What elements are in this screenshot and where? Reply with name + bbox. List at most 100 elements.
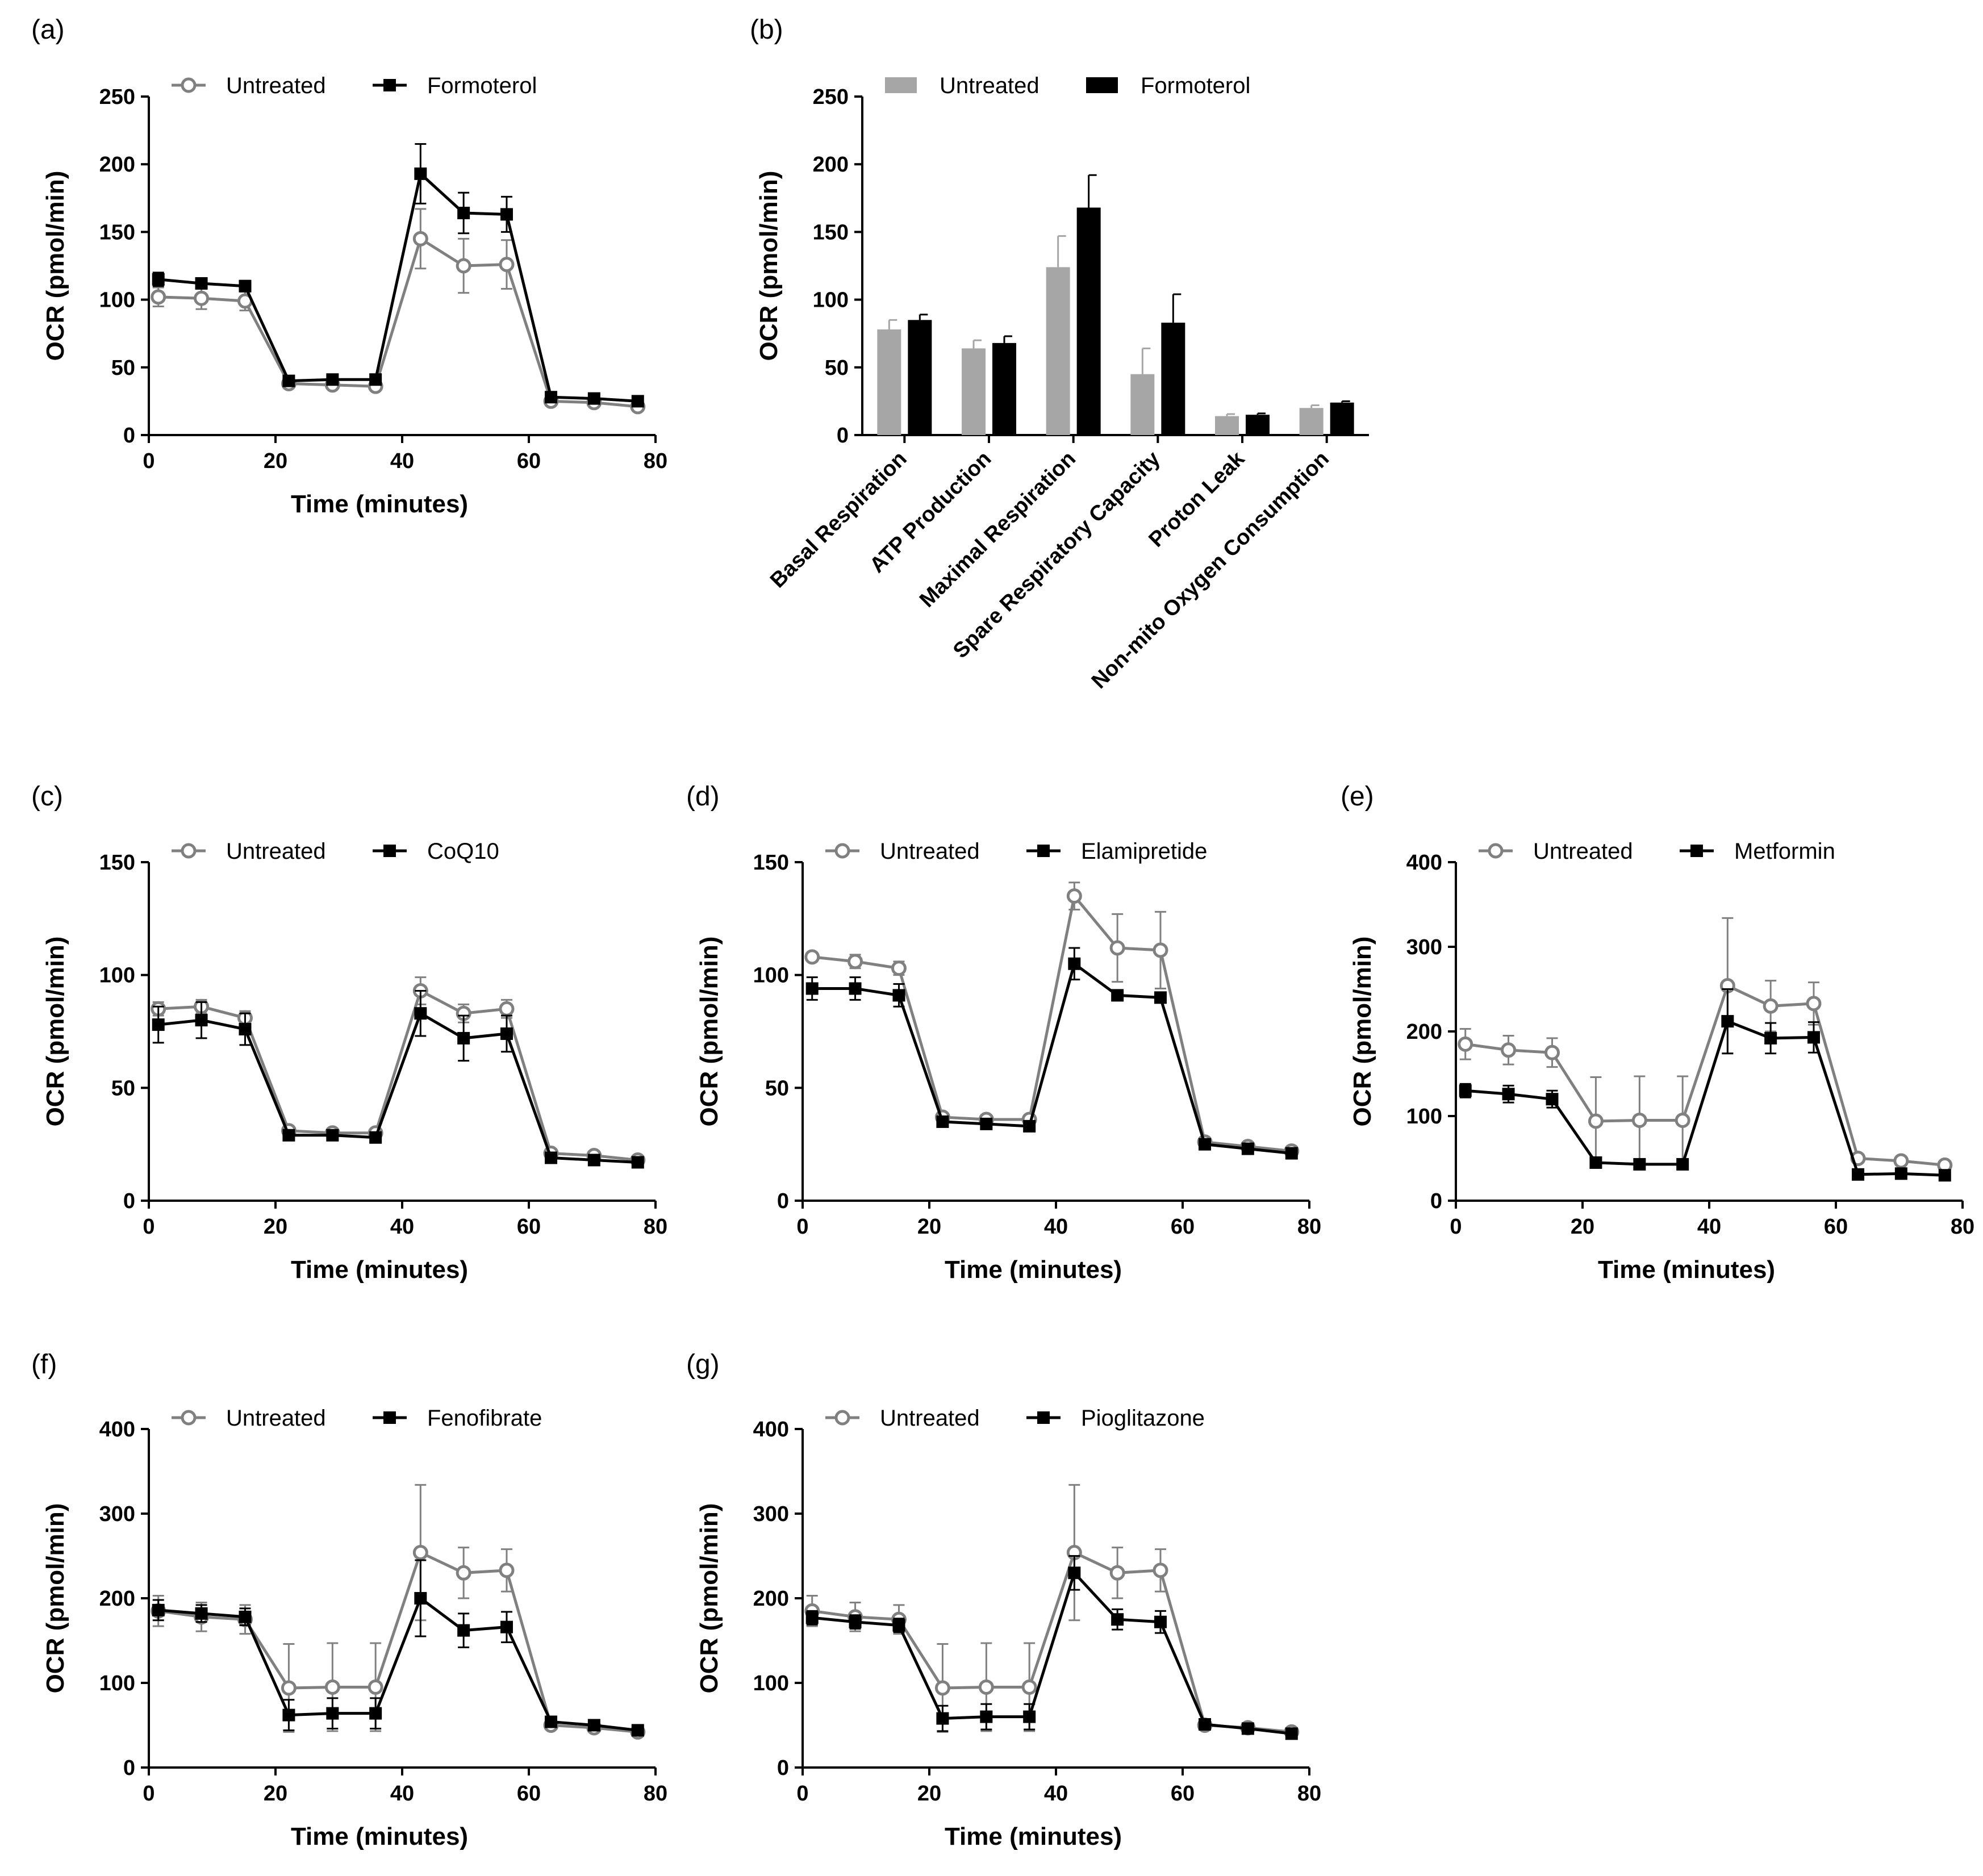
legend-label: Untreated [880, 1406, 980, 1431]
x-axis-title: Time (minutes) [1598, 1256, 1775, 1284]
legend-label: Untreated [940, 73, 1039, 98]
y-axis-title: OCR (pmol/min) [41, 1503, 69, 1694]
panel-f: (f) 0 100 200 300 400 0 20 40 60 80 Time (minutes) O… [31, 1349, 667, 1850]
data-point [239, 1610, 252, 1623]
series-treated [805, 1555, 1298, 1740]
data-point [980, 1117, 993, 1130]
bar-untreated [962, 348, 986, 435]
x-tick-label: 20 [917, 1215, 941, 1239]
x-axis-title: Time (minutes) [291, 1256, 468, 1284]
data-point [1037, 845, 1050, 857]
x-axis-title: Time (minutes) [291, 490, 468, 518]
x-tick-label: 40 [1697, 1215, 1721, 1239]
x-tick-label: 20 [264, 1782, 287, 1806]
data-point [1153, 1562, 1168, 1578]
data-point [1037, 1411, 1050, 1424]
x-tick-label: 80 [644, 449, 667, 473]
data-point [152, 1603, 165, 1616]
series-line [812, 1570, 1292, 1735]
y-tick-label: 400 [99, 1418, 135, 1442]
x-axis-title: Time (minutes) [945, 1823, 1122, 1850]
panel-c: (c) 0 50 100 150 0 20 40 60 80 Time (minutes) OCR (… [31, 782, 667, 1284]
x-tick-label: 20 [917, 1782, 941, 1806]
data-point [1458, 1036, 1473, 1052]
y-tick-label: 300 [1406, 935, 1442, 959]
data-point [194, 290, 210, 306]
panel-e: (e) 0 100 200 300 400 0 20 40 60 80 Time (minutes) O… [1341, 782, 1974, 1284]
x-tick-label: 40 [1044, 1215, 1068, 1239]
data-point [282, 374, 295, 387]
data-point [1631, 1112, 1647, 1128]
bar-treated [908, 320, 932, 435]
data-point [936, 1712, 949, 1725]
data-point [892, 1619, 905, 1632]
bar-treated [992, 342, 1016, 435]
data-point [457, 1624, 470, 1637]
series-treated [1459, 988, 1951, 1182]
data-point [834, 843, 850, 859]
y-tick-label: 150 [99, 851, 135, 875]
series-treated [152, 989, 644, 1169]
x-tick-label: 80 [1951, 1215, 1974, 1239]
data-point [1285, 1147, 1298, 1160]
y-tick-label: 300 [99, 1502, 135, 1526]
data-point [152, 273, 165, 286]
data-point [1894, 1167, 1907, 1180]
x-tick-label: 80 [1297, 1782, 1321, 1806]
data-point [326, 1129, 339, 1142]
data-point [1111, 1613, 1124, 1626]
data-point [151, 289, 166, 305]
data-point [326, 373, 339, 386]
data-point [414, 1007, 427, 1020]
data-point [1588, 1113, 1604, 1129]
bar-treated [1161, 323, 1185, 435]
y-tick-label: 200 [813, 153, 849, 177]
legend-item-untreated: Untreated [825, 1406, 980, 1431]
series-untreated [151, 208, 646, 415]
panel-label: (c) [31, 782, 63, 812]
data-point [1199, 1718, 1212, 1731]
data-point [324, 1679, 340, 1695]
y-tick-label: 250 [99, 85, 135, 109]
data-point [587, 392, 600, 405]
legend-item-treated: Elamipretide [1026, 839, 1207, 864]
x-tick-label: 20 [1571, 1215, 1594, 1239]
data-point [1109, 940, 1125, 956]
data-point [1153, 942, 1168, 958]
data-point [936, 1115, 949, 1128]
data-point [1023, 1710, 1036, 1723]
x-tick-label: 0 [143, 1215, 155, 1239]
legend-label: Untreated [226, 839, 326, 864]
y-tick-label: 0 [1430, 1189, 1442, 1213]
data-point [1241, 1722, 1254, 1735]
data-point [545, 1715, 558, 1728]
y-axis-title: OCR (pmol/min) [695, 937, 723, 1127]
legend-label: Metformin [1734, 839, 1835, 864]
x-tick-label: 60 [1171, 1215, 1195, 1239]
data-point [1675, 1112, 1690, 1128]
x-tick-label: 40 [390, 1215, 414, 1239]
data-point [1109, 1565, 1125, 1581]
x-tick-label: 60 [1171, 1782, 1195, 1806]
data-point [1544, 1044, 1560, 1060]
legend-item-treated: Fenofibrate [373, 1406, 542, 1431]
data-point [281, 1680, 297, 1696]
y-axis-title: OCR (pmol/min) [755, 171, 783, 361]
legend-label: Pioglitazone [1081, 1406, 1205, 1431]
x-tick-label: 60 [517, 449, 541, 473]
data-point [500, 1027, 513, 1040]
data-point [934, 1680, 950, 1696]
data-point [1068, 957, 1081, 970]
legend-item-treated: Formoterol [1086, 73, 1250, 98]
data-point [368, 1679, 383, 1695]
y-axis-title: OCR (pmol/min) [41, 937, 69, 1127]
data-point [1021, 1679, 1037, 1695]
y-tick-label: 400 [753, 1418, 789, 1442]
legend-item-untreated: Untreated [172, 839, 326, 864]
bar-untreated [877, 329, 901, 435]
x-tick-label: 80 [644, 1782, 667, 1806]
bar-treated [1330, 402, 1354, 435]
series-line [1465, 1019, 1945, 1177]
series-line [158, 1596, 638, 1732]
